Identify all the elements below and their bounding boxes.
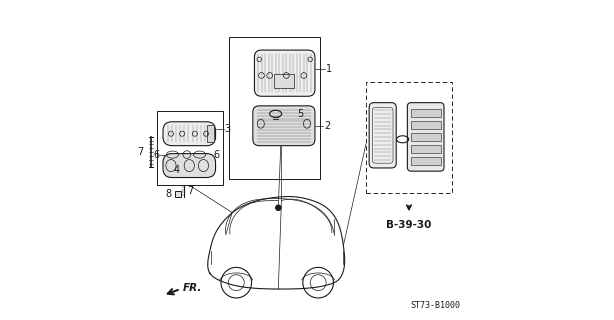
Text: 2: 2 <box>324 121 330 131</box>
FancyBboxPatch shape <box>407 103 444 171</box>
Text: 7: 7 <box>138 147 144 157</box>
Text: 5: 5 <box>297 109 303 119</box>
Text: 7: 7 <box>187 186 194 196</box>
Bar <box>411 157 441 165</box>
Bar <box>157 111 222 186</box>
Bar <box>366 82 452 194</box>
Bar <box>229 37 320 179</box>
Text: FR.: FR. <box>183 284 202 293</box>
FancyBboxPatch shape <box>369 103 396 168</box>
FancyBboxPatch shape <box>163 154 216 178</box>
FancyBboxPatch shape <box>253 106 315 146</box>
Text: 8: 8 <box>165 189 171 199</box>
Bar <box>175 191 181 197</box>
Bar <box>411 121 441 129</box>
Bar <box>207 125 214 142</box>
Text: ST73-B1000: ST73-B1000 <box>410 301 460 310</box>
Text: 4: 4 <box>173 165 179 175</box>
Circle shape <box>276 205 281 210</box>
Text: B-39-30: B-39-30 <box>386 220 432 230</box>
Text: 6: 6 <box>153 149 159 160</box>
FancyBboxPatch shape <box>163 122 216 146</box>
FancyBboxPatch shape <box>254 50 315 96</box>
Text: 3: 3 <box>225 124 231 134</box>
Text: 1: 1 <box>325 64 332 74</box>
Bar <box>274 74 294 88</box>
Bar <box>411 145 441 153</box>
Bar <box>411 109 441 117</box>
Text: 6: 6 <box>213 149 219 160</box>
Bar <box>411 133 441 141</box>
